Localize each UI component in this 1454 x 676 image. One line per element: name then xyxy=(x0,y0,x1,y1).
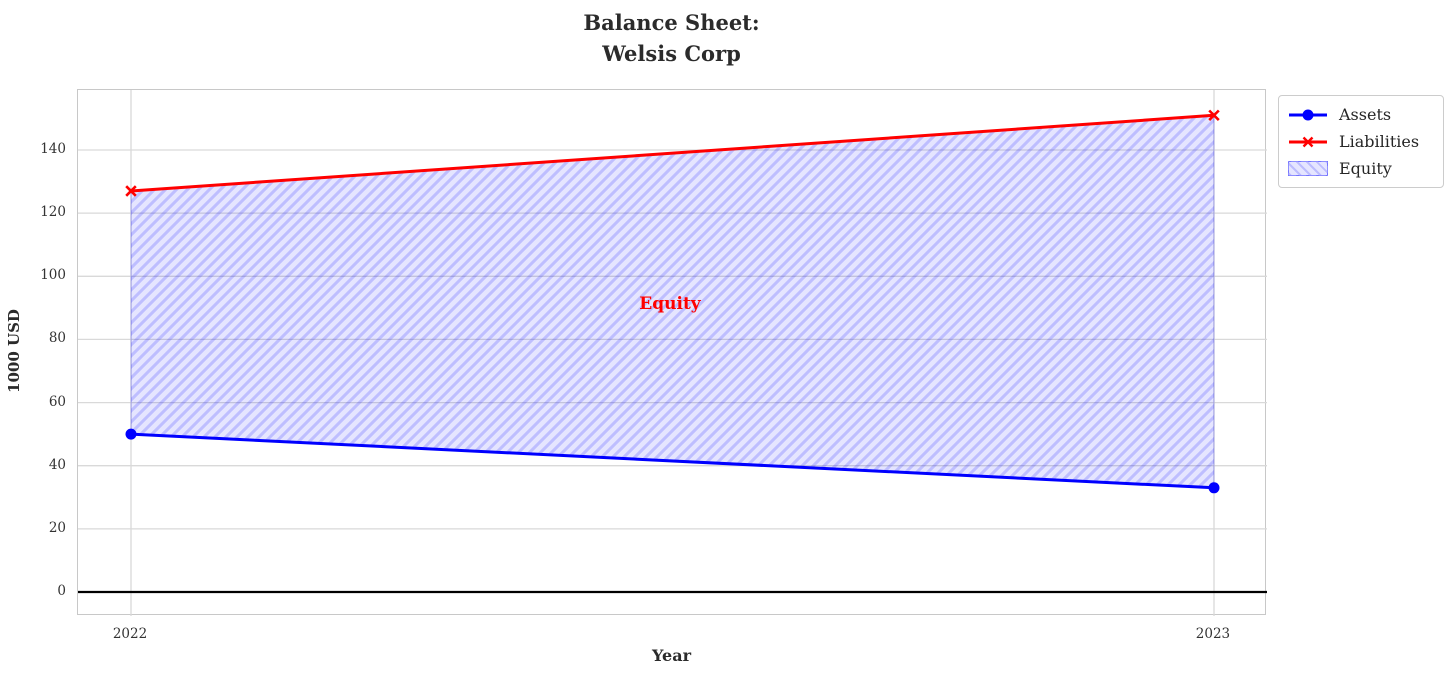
assets-line-icon xyxy=(1288,107,1328,123)
legend-item-liabilities: Liabilities xyxy=(1288,128,1434,155)
y-axis-ticks: 0 20 40 60 80 100 120 140 xyxy=(0,89,69,615)
equity-swatch-icon xyxy=(1288,161,1328,176)
x-axis-label: Year xyxy=(651,646,691,665)
y-axis-label: 1000 USD xyxy=(5,309,23,393)
x-tick-label: 2023 xyxy=(1195,626,1231,642)
y-tick-label: 40 xyxy=(48,456,66,473)
chart-title-line2: Welsis Corp xyxy=(602,41,741,66)
plot-area xyxy=(77,89,1267,616)
y-tick-label: 60 xyxy=(48,393,66,410)
legend-item-assets: Assets xyxy=(1288,101,1434,128)
legend: Assets Liabilities Equity xyxy=(1278,95,1444,188)
equity-annotation: Equity xyxy=(639,294,701,314)
y-tick-label: 140 xyxy=(40,140,66,157)
chart-title-line1: Balance Sheet: xyxy=(583,10,760,35)
legend-label-assets: Assets xyxy=(1339,105,1392,124)
legend-item-equity: Equity xyxy=(1288,155,1434,182)
chart-title: Balance Sheet: Welsis Corp xyxy=(77,7,1266,69)
y-tick-label: 100 xyxy=(40,267,66,284)
x-tick-label: 2022 xyxy=(112,626,148,642)
legend-label-liabilities: Liabilities xyxy=(1339,132,1420,151)
y-tick-label: 20 xyxy=(48,519,66,536)
liabilities-line-icon xyxy=(1288,134,1328,150)
x-axis-ticks: 2022 2023 xyxy=(77,615,1266,645)
y-tick-label: 120 xyxy=(40,204,66,221)
legend-label-equity: Equity xyxy=(1339,159,1392,178)
y-tick-label: 0 xyxy=(57,583,66,599)
y-tick-label: 80 xyxy=(48,330,66,347)
